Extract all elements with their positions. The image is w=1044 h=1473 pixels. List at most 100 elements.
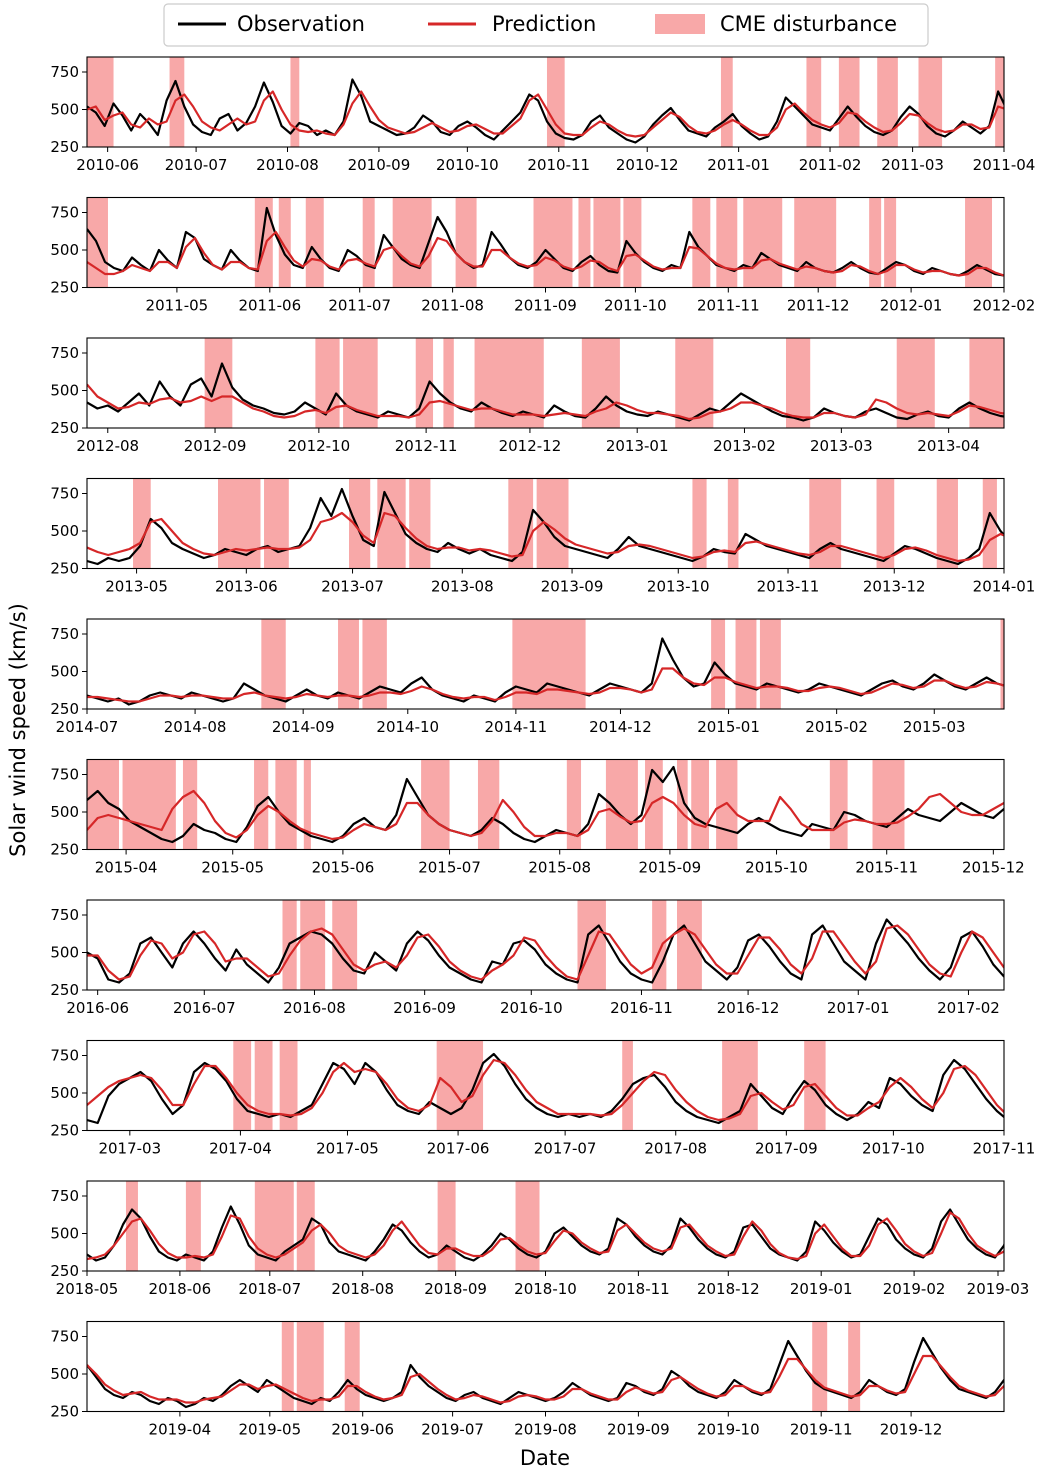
cme-band: [392, 197, 432, 288]
x-tick-label: 2017-05: [316, 1140, 379, 1158]
cme-band: [254, 759, 269, 850]
y-tick-label: 250: [50, 1122, 79, 1140]
x-tick-label: 2017-11: [973, 1140, 1036, 1158]
x-tick-label: 2011-07: [328, 297, 391, 315]
prediction-line: [87, 383, 1004, 421]
panel-3: 250 500 750 2012-08 2012-09 2012-10 2012-11 201…: [50, 337, 1005, 455]
x-tick-label: 2018-05: [56, 1280, 119, 1298]
prediction-line: [87, 789, 1004, 841]
x-tick-label: 2015-01: [697, 718, 760, 736]
x-tick-label: 2017-10: [862, 1140, 925, 1158]
x-tick-label: 2012-01: [880, 297, 943, 315]
x-tick-label: 2010-12: [616, 156, 679, 174]
x-tick-label: 2016-09: [393, 999, 456, 1017]
cme-band: [409, 478, 431, 569]
legend-prediction-label: Prediction: [492, 12, 596, 36]
cme-band: [622, 1040, 633, 1131]
panel-frame: [86, 618, 1005, 710]
x-tick-label: 2012-09: [184, 437, 247, 455]
legend-cme-label: CME disturbance: [720, 12, 897, 36]
x-tick-label: 2018-10: [514, 1280, 577, 1298]
cme-band: [735, 619, 757, 709]
x-tick-label: 2015-03: [903, 718, 966, 736]
y-tick-label: 500: [50, 663, 79, 681]
x-tick-label: 2019-11: [790, 1421, 853, 1439]
cme-band: [332, 900, 358, 990]
legend-cme-swatch: [655, 14, 705, 34]
legend-box: [163, 3, 929, 47]
cme-band: [344, 1321, 360, 1412]
x-tick-label: 2014-07: [56, 718, 119, 736]
x-tick-label: 2019-02: [883, 1280, 946, 1298]
y-tick-label: 750: [50, 344, 79, 362]
y-tick-label: 750: [50, 906, 79, 924]
cme-band: [87, 759, 119, 850]
cme-band: [692, 197, 711, 288]
x-tick-label: 2011-10: [604, 297, 667, 315]
y-tick-label: 500: [50, 101, 79, 119]
cme-band: [362, 197, 375, 288]
y-tick-label: 250: [50, 700, 79, 718]
x-tick-label: 2013-10: [647, 578, 710, 596]
cme-band: [785, 338, 811, 428]
cme-band: [546, 57, 565, 147]
cme-band: [421, 759, 450, 850]
x-tick-label: 2015-11: [855, 859, 918, 877]
cme-band: [338, 619, 359, 709]
x-tick-label: 2015-07: [418, 859, 481, 877]
x-tick-label: 2011-02: [799, 156, 862, 174]
cme-band: [812, 1321, 828, 1412]
cme-band: [218, 478, 261, 569]
cme-band: [125, 1181, 138, 1271]
x-tick-label: 2011-09: [514, 297, 577, 315]
y-tick-label: 250: [50, 1262, 79, 1280]
cme-band: [877, 57, 898, 147]
y-tick-label: 750: [50, 1047, 79, 1065]
y-tick-label: 500: [50, 1225, 79, 1243]
x-tick-label: 2017-03: [98, 1140, 161, 1158]
cme-band: [623, 197, 642, 288]
panel-frame: [86, 1039, 1005, 1132]
y-tick-label: 750: [50, 63, 79, 81]
x-tick-label: 2011-05: [146, 297, 209, 315]
x-tick-label: 2014-10: [376, 718, 439, 736]
y-tick-label: 750: [50, 1187, 79, 1205]
y-tick-label: 250: [50, 279, 79, 297]
cme-band: [122, 759, 176, 850]
prediction-line: [87, 511, 1004, 563]
cme-band: [581, 338, 620, 428]
x-tick-label: 2010-09: [348, 156, 411, 174]
cme-band: [593, 197, 621, 288]
y-tick-label: 500: [50, 803, 79, 821]
x-tick-label: 2013-07: [321, 578, 384, 596]
x-tick-label: 2019-12: [880, 1421, 943, 1439]
panel-frame: [86, 899, 1005, 991]
x-tick-label: 2010-08: [256, 156, 319, 174]
x-tick-label: 2011-01: [707, 156, 770, 174]
panel-9: 250 500 750 2018-05 2018-06 2018-07 2018-08 201…: [50, 1180, 1029, 1298]
observation-line: [87, 1052, 1004, 1125]
x-tick-label: 2019-06: [331, 1421, 394, 1439]
y-tick-label: 750: [50, 204, 79, 222]
cme-band: [87, 57, 114, 147]
panel-1: 250 500 750 2010-06 2010-07 2010-08 2010-09 201…: [50, 56, 1035, 174]
observation-line: [87, 1205, 1004, 1262]
cme-band: [578, 197, 591, 288]
x-tick-label: 2019-04: [149, 1421, 212, 1439]
cme-band: [876, 478, 895, 569]
cme-band: [675, 338, 714, 428]
x-tick-label: 2015-08: [528, 859, 591, 877]
cme-band: [720, 57, 733, 147]
cme-band: [279, 1040, 298, 1131]
panel-frame: [86, 1320, 1005, 1413]
cme-band: [303, 759, 311, 850]
x-tick-label: 2017-07: [534, 1140, 597, 1158]
x-tick-label: 2019-01: [790, 1280, 853, 1298]
cme-band: [838, 57, 860, 147]
cme-band: [884, 197, 897, 288]
x-tick-label: 2013-03: [810, 437, 873, 455]
cme-band: [261, 619, 286, 709]
cme-band: [872, 759, 905, 850]
cme-band: [1000, 619, 1004, 709]
